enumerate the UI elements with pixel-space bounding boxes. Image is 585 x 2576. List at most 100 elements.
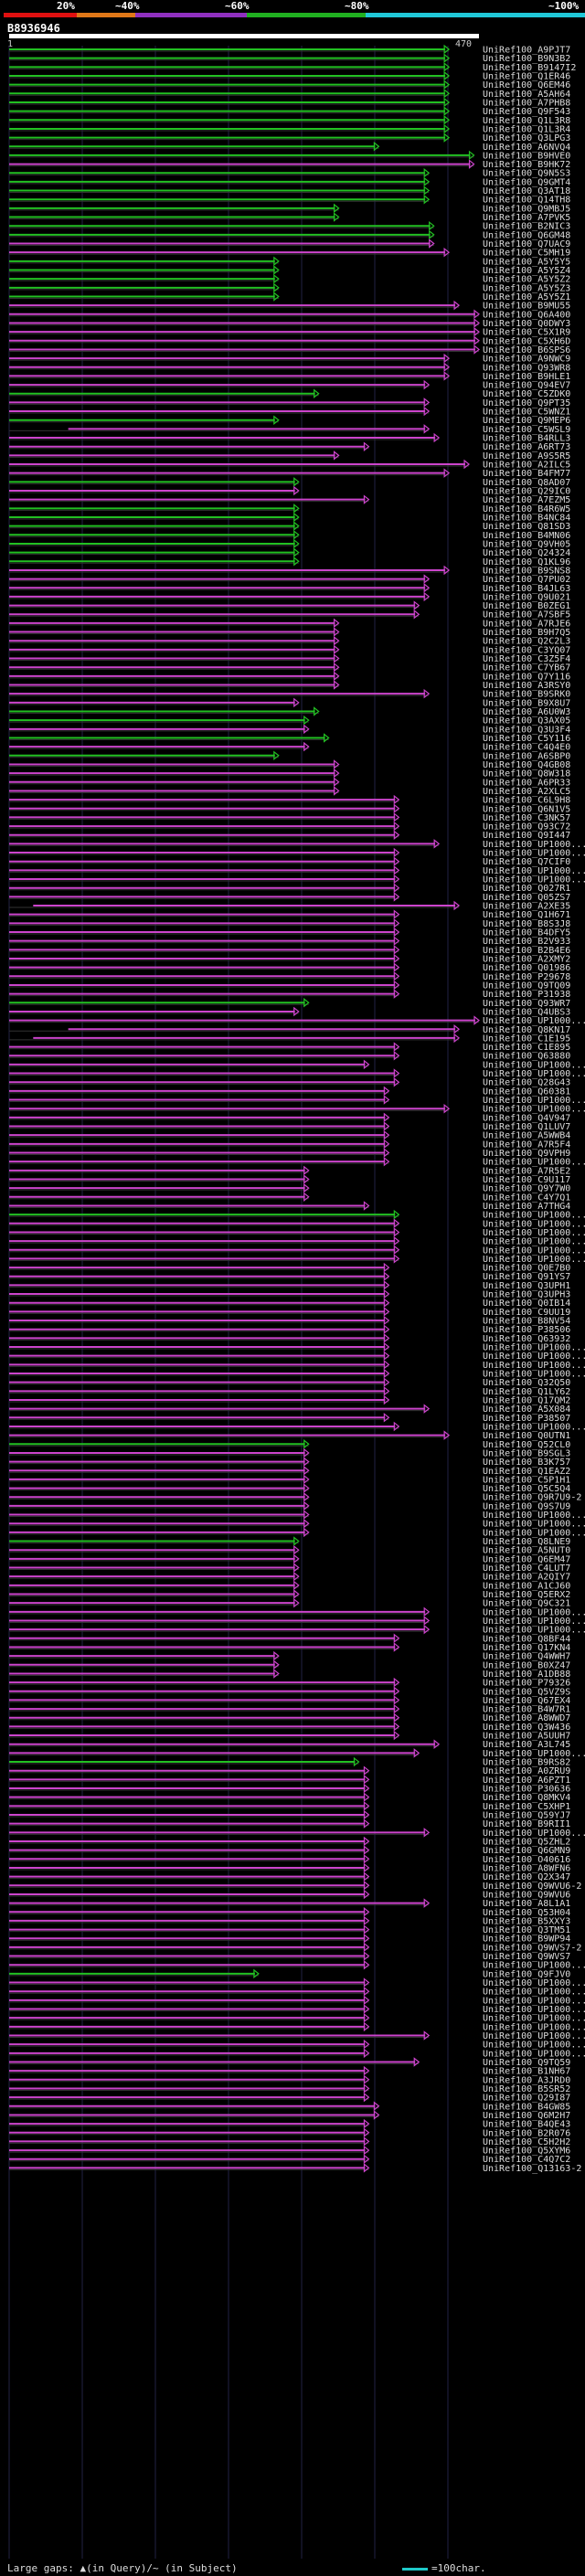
hit-label: UniRef100_C4Y7Q1 bbox=[483, 1193, 570, 1203]
hit-row: UniRef100_UP1000... bbox=[9, 2030, 585, 2041]
hit-label: UniRef100_Q24324 bbox=[483, 548, 570, 558]
hit-label: UniRef100_A1CJ60 bbox=[483, 1581, 570, 1591]
hit-label: UniRef100_UP1000... bbox=[483, 1528, 585, 1538]
hit-row: UniRef100_C4Y7Q1 bbox=[9, 1192, 570, 1203]
hit-label: UniRef100_Q9N5S3 bbox=[483, 169, 570, 179]
hit-row: UniRef100_B0ZEG1 bbox=[9, 600, 570, 611]
hit-arrow bbox=[473, 1015, 480, 1025]
hit-label: UniRef100_A6U0W3 bbox=[483, 707, 570, 717]
hit-arrow bbox=[383, 1288, 390, 1299]
hit-arrow bbox=[423, 1828, 431, 1838]
hit-row: UniRef100_B9RS82 bbox=[9, 1756, 570, 1768]
hit-arrow bbox=[273, 1659, 280, 1670]
hit-arrow bbox=[293, 512, 300, 523]
hit-row: UniRef100_B4R6W5 bbox=[9, 504, 570, 514]
hit-row: UniRef100_UP1000... bbox=[9, 1254, 585, 1265]
hit-label: UniRef100_Q7UAC9 bbox=[483, 239, 570, 249]
hit-row: UniRef100_A3JRD0 bbox=[9, 2074, 570, 2085]
hit-row: UniRef100_A2XLC5 bbox=[9, 786, 570, 797]
hit-arrow bbox=[303, 1491, 310, 1502]
hit-label: UniRef100_Q01986 bbox=[483, 963, 570, 973]
hit-label: UniRef100_UP1000... bbox=[483, 1511, 585, 1521]
hit-label: UniRef100_Q9C321 bbox=[483, 1599, 570, 1609]
hit-label: UniRef100_O40616 bbox=[483, 1855, 570, 1865]
hit-label: UniRef100_P79326 bbox=[483, 1679, 570, 1689]
hit-row: UniRef100_Q53H04 bbox=[9, 1907, 570, 1918]
hit-label: UniRef100_UP1000... bbox=[483, 1016, 585, 1026]
hit-row: UniRef100_Q3AT18 bbox=[9, 186, 570, 196]
hit-label: UniRef100_C5P1H1 bbox=[483, 1475, 570, 1485]
hit-row: UniRef100_Q9FJV0 bbox=[9, 1968, 570, 1979]
hit-row: UniRef100_B9SGL3 bbox=[9, 1447, 570, 1458]
hit-row: UniRef100_A7SBF5 bbox=[9, 609, 570, 620]
hit-arrow bbox=[413, 1748, 420, 1758]
hit-label: UniRef100_B0ZEG1 bbox=[483, 601, 570, 611]
hit-label: UniRef100_B5SR52 bbox=[483, 2084, 570, 2094]
hit-arrow bbox=[363, 2012, 370, 2023]
hit-label: UniRef100_B8S3J8 bbox=[483, 919, 570, 929]
hit-arrow bbox=[393, 1642, 400, 1652]
hit-arrow bbox=[303, 1447, 310, 1458]
hit-label: UniRef100_Q5XYM6 bbox=[483, 2147, 570, 2157]
hit-row: UniRef100_B8S3J8 bbox=[9, 918, 570, 929]
hit-label: UniRef100_A7SBF5 bbox=[483, 610, 570, 620]
hit-row: UniRef100_Q05ZS7 bbox=[9, 892, 570, 903]
hit-row: UniRef100_Q9PT35 bbox=[9, 398, 570, 408]
hit-label: UniRef100_Q1EAZ2 bbox=[483, 1467, 570, 1477]
hit-arrow bbox=[383, 1394, 390, 1405]
query-id: B8936946 bbox=[7, 22, 60, 35]
hit-row: UniRef100_Q3LPG3 bbox=[9, 133, 570, 143]
hit-label: UniRef100_Q2C2L3 bbox=[483, 637, 570, 647]
hit-label: UniRef100_Q8MKV4 bbox=[483, 1793, 570, 1803]
hit-row: UniRef100_A5UUH7 bbox=[9, 1730, 570, 1742]
hit-arrow bbox=[383, 1129, 390, 1140]
hit-arrow bbox=[293, 1563, 300, 1573]
hit-label: UniRef100_A7THG4 bbox=[483, 1202, 570, 1212]
hit-label: UniRef100_Q1ER46 bbox=[483, 71, 570, 81]
hit-label: UniRef100_UP1000... bbox=[483, 2031, 585, 2041]
hit-row: UniRef100_Q9C321 bbox=[9, 1597, 570, 1609]
hit-arrow bbox=[363, 1059, 370, 1070]
hit-row: UniRef100_A7RJE6 bbox=[9, 618, 570, 629]
hit-label: UniRef100_B9N3B2 bbox=[483, 54, 570, 64]
hit-label: UniRef100_Q1KL96 bbox=[483, 557, 570, 567]
hit-row: UniRef100_Q5C5Q4 bbox=[9, 1483, 570, 1494]
hit-label: UniRef100_UP1000... bbox=[483, 2041, 585, 2051]
hit-arrow bbox=[383, 1413, 390, 1423]
hit-row: UniRef100_B9H7Q5 bbox=[9, 627, 570, 638]
hit-label: UniRef100_UP1000... bbox=[483, 1105, 585, 1115]
hit-arrow bbox=[293, 477, 300, 487]
hit-arrow bbox=[333, 777, 340, 788]
hit-arrow bbox=[383, 1148, 390, 1158]
hit-arrow bbox=[453, 300, 461, 311]
hit-row: UniRef100_O40616 bbox=[9, 1854, 570, 1865]
hit-label: UniRef100_A6NVQ4 bbox=[483, 143, 570, 153]
hit-arrow bbox=[293, 557, 300, 567]
hit-arrow bbox=[393, 883, 400, 893]
hit-label: UniRef100_UP1000... bbox=[483, 1228, 585, 1238]
hit-arrow bbox=[363, 2048, 370, 2059]
hit-label: UniRef100_C5XHP1 bbox=[483, 1802, 570, 1812]
hit-arrow bbox=[393, 794, 400, 805]
hit-row: UniRef100_Q9VPH9 bbox=[9, 1148, 570, 1159]
hit-label: UniRef100_B4DFY5 bbox=[483, 928, 570, 938]
hit-row: UniRef100_Q9GMT4 bbox=[9, 176, 570, 187]
hit-row: UniRef100_UP1000... bbox=[9, 1510, 585, 1521]
hit-row: UniRef100_A3RSY0 bbox=[9, 680, 570, 691]
hit-arrow bbox=[393, 812, 400, 822]
hit-label: UniRef100_Q3AT18 bbox=[483, 186, 570, 196]
hit-row: UniRef100_Q1L3R8 bbox=[9, 115, 570, 126]
hit-row: UniRef100_Q93WR8 bbox=[9, 362, 570, 373]
hit-arrow bbox=[363, 2154, 370, 2164]
hit-row: UniRef100_A7PVK5 bbox=[9, 212, 570, 223]
hit-row: UniRef100_A2XE35 bbox=[9, 900, 570, 912]
hit-label: UniRef100_Q0IB14 bbox=[483, 1299, 570, 1309]
hit-arrow bbox=[363, 2021, 370, 2032]
hit-label: UniRef100_UP1000... bbox=[483, 1520, 585, 1530]
hit-arrow bbox=[443, 123, 451, 134]
hit-arrow bbox=[363, 1977, 370, 1988]
hit-row: UniRef100_Q5ERX2 bbox=[9, 1589, 570, 1600]
hit-label: UniRef100_A6PR33 bbox=[483, 778, 570, 788]
hit-row: UniRef100_Q1LUV7 bbox=[9, 1121, 570, 1132]
hit-arrow bbox=[393, 1227, 400, 1237]
